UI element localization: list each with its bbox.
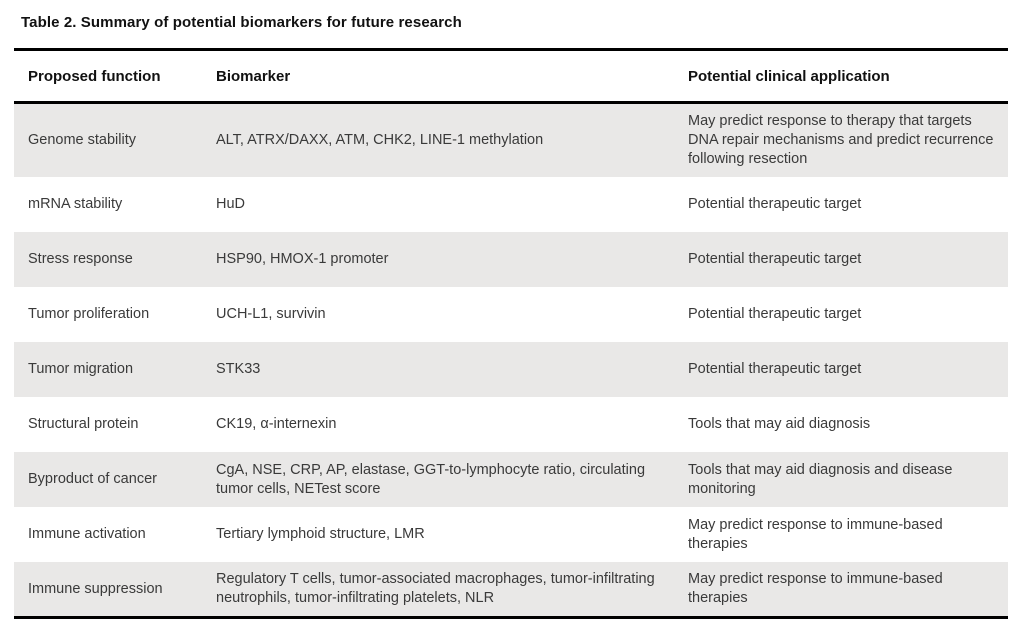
cell-proposed-function: Immune activation <box>28 526 146 542</box>
column-header-biomarker: Biomarker <box>202 49 674 104</box>
table-row: Tumor proliferation UCH-L1, survivin Pot… <box>14 287 1008 342</box>
cell-proposed-function: Genome stability <box>28 132 136 148</box>
cell-biomarker: CgA, NSE, CRP, AP, elastase, GGT-to-lymp… <box>216 461 646 497</box>
cell-biomarker: UCH-L1, survivin <box>216 306 326 322</box>
table-row: Immune suppression Regulatory T cells, t… <box>14 562 1008 618</box>
cell-proposed-function: Structural protein <box>28 416 139 432</box>
cell-clinical-application: May predict response to therapy that tar… <box>688 113 994 167</box>
cell-clinical-application: May predict response to immune-based the… <box>688 516 943 552</box>
table-row: Tumor migration STK33 Potential therapeu… <box>14 342 1008 397</box>
cell-clinical-application: May predict response to immune-based the… <box>688 571 943 606</box>
cell-biomarker: Tertiary lymphoid structure, LMR <box>216 526 425 542</box>
table-header-row: Proposed function Biomarker Potential cl… <box>14 49 1008 104</box>
table-row: Immune activation Tertiary lymphoid stru… <box>14 507 1008 562</box>
table-row: Structural protein CK19, α-internexin To… <box>14 397 1008 452</box>
cell-clinical-application: Potential therapeutic target <box>688 251 862 267</box>
table-row: Stress response HSP90, HMOX-1 promoter P… <box>14 232 1008 287</box>
cell-biomarker: Regulatory T cells, tumor-associated mac… <box>216 571 655 606</box>
cell-proposed-function: Tumor migration <box>28 361 134 377</box>
cell-proposed-function: Immune suppression <box>28 580 163 597</box>
biomarker-table: Proposed function Biomarker Potential cl… <box>14 48 1008 619</box>
table-row: Genome stability ALT, ATRX/DAXX, ATM, CH… <box>14 102 1008 177</box>
cell-biomarker: HuD <box>216 196 246 212</box>
cell-proposed-function: Stress response <box>28 251 133 267</box>
cell-biomarker: CK19, α-internexin <box>216 416 337 432</box>
cell-clinical-application: Potential therapeutic target <box>688 361 862 377</box>
table-row: Byproduct of cancer CgA, NSE, CRP, AP, e… <box>14 452 1008 507</box>
cell-proposed-function: Tumor proliferation <box>28 306 150 322</box>
cell-proposed-function: Byproduct of cancer <box>28 471 157 487</box>
column-header-potential-clinical-application: Potential clinical application <box>674 49 1008 104</box>
table-caption: Table 2. Summary of potential biomarkers… <box>21 14 462 31</box>
table-row: mRNA stability HuD Potential therapeutic… <box>14 177 1008 232</box>
cell-clinical-application: Potential therapeutic target <box>688 306 862 322</box>
cell-clinical-application: Potential therapeutic target <box>688 196 862 212</box>
cell-clinical-application: Tools that may aid diagnosis and disease… <box>688 461 953 497</box>
cell-clinical-application: Tools that may aid diagnosis <box>688 416 871 432</box>
cell-proposed-function: mRNA stability <box>28 196 123 212</box>
cell-biomarker: STK33 <box>216 361 261 377</box>
column-header-proposed-function: Proposed function <box>14 49 202 104</box>
cell-biomarker: ALT, ATRX/DAXX, ATM, CHK2, LINE-1 methyl… <box>216 132 544 148</box>
cell-biomarker: HSP90, HMOX-1 promoter <box>216 251 389 267</box>
